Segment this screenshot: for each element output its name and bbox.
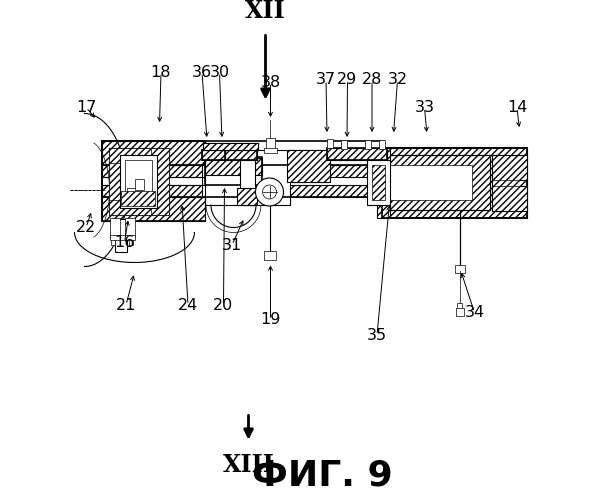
Text: 37: 37 (316, 72, 336, 88)
Text: 24: 24 (178, 298, 198, 312)
Bar (327, 138, 333, 147)
Bar (102, 165, 387, 177)
Circle shape (262, 185, 276, 199)
Text: 29: 29 (337, 72, 357, 88)
Bar (151, 148, 169, 215)
Bar (264, 148, 276, 152)
Bar (119, 155, 157, 208)
Bar (108, 200, 169, 215)
Text: 34: 34 (465, 305, 485, 320)
Bar (102, 185, 387, 197)
Bar (225, 150, 257, 160)
Text: XII: XII (245, 0, 286, 22)
Bar (327, 148, 387, 160)
Bar (127, 188, 137, 200)
Bar (225, 150, 257, 160)
Bar (387, 155, 490, 210)
Text: 33: 33 (415, 100, 434, 115)
Bar (110, 235, 135, 240)
Bar (202, 150, 232, 160)
Circle shape (256, 178, 284, 206)
Bar (121, 191, 155, 206)
Text: 21: 21 (116, 298, 136, 312)
Bar (113, 219, 128, 240)
Text: 32: 32 (387, 72, 407, 88)
Text: 30: 30 (209, 65, 230, 80)
Text: 35: 35 (367, 328, 387, 342)
Bar (327, 148, 387, 160)
Bar (340, 140, 347, 148)
Bar (124, 218, 135, 238)
Bar (367, 160, 390, 205)
Bar (382, 148, 527, 218)
Bar (454, 265, 465, 272)
Bar (108, 148, 126, 215)
Bar (108, 148, 169, 215)
Bar (111, 232, 115, 245)
Text: 18: 18 (151, 65, 171, 80)
Bar (492, 186, 527, 211)
Bar (102, 141, 205, 221)
Text: 16: 16 (114, 235, 135, 250)
Text: ФИГ. 9: ФИГ. 9 (252, 458, 392, 492)
Text: 36: 36 (192, 65, 212, 80)
Bar (239, 155, 255, 205)
Bar (379, 140, 384, 148)
Bar (287, 150, 329, 182)
Bar (205, 158, 262, 185)
Bar (492, 155, 527, 180)
Text: 31: 31 (222, 238, 242, 252)
Text: 38: 38 (261, 75, 281, 90)
Bar (114, 238, 127, 252)
Bar (387, 165, 472, 200)
Bar (203, 142, 258, 150)
Bar (237, 188, 257, 205)
Bar (492, 155, 527, 211)
Text: 22: 22 (76, 220, 96, 235)
Bar (264, 251, 275, 260)
Bar (266, 138, 275, 150)
Text: XIII: XIII (222, 452, 275, 476)
Bar (102, 141, 205, 165)
Bar (205, 158, 262, 175)
Bar (457, 303, 462, 309)
Text: 19: 19 (260, 312, 281, 328)
Text: 14: 14 (507, 100, 527, 115)
Text: 28: 28 (362, 72, 382, 88)
Bar (387, 155, 490, 210)
Bar (377, 148, 390, 218)
Bar (456, 308, 463, 316)
Bar (202, 150, 289, 205)
Bar (124, 160, 152, 202)
Bar (110, 218, 119, 238)
Text: 20: 20 (213, 298, 234, 312)
Bar (128, 232, 133, 245)
Text: 17: 17 (76, 100, 96, 115)
Bar (382, 148, 527, 218)
Bar (365, 140, 370, 148)
Bar (135, 179, 144, 190)
Bar (372, 165, 384, 200)
Bar (102, 197, 205, 221)
Bar (202, 150, 232, 160)
Bar (108, 148, 169, 162)
